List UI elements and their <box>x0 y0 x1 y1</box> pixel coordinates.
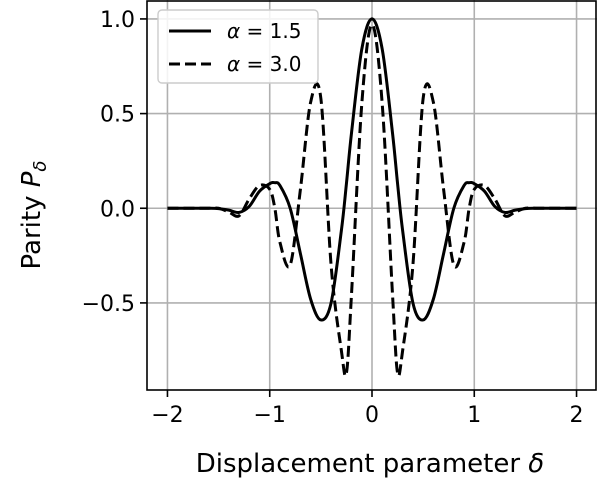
y-tick-label: 0.5 <box>100 103 135 128</box>
x-tick-label: 1 <box>467 403 481 428</box>
legend-label-2: α = 3.0 <box>227 52 301 76</box>
x-tick-label: −2 <box>151 403 183 428</box>
x-axis-label: Displacement parameter δ <box>196 449 544 479</box>
ticks: −2 −1 0 1 2 −0.5 0.0 0.5 1.0 <box>82 8 584 428</box>
y-tick-label: 0.0 <box>100 197 135 222</box>
x-tick-label: 2 <box>570 403 584 428</box>
y-tick-label: 1.0 <box>100 8 135 33</box>
legend-label-1: α = 1.5 <box>227 19 301 43</box>
y-axis-label: Parity Pδ <box>17 161 51 270</box>
legend: α = 1.5 α = 3.0 <box>157 9 319 84</box>
legend-box <box>157 9 319 84</box>
x-tick-label: −1 <box>254 403 286 428</box>
y-tick-label: −0.5 <box>82 292 135 317</box>
x-tick-label: 0 <box>365 403 379 428</box>
series-lines <box>167 17 577 378</box>
